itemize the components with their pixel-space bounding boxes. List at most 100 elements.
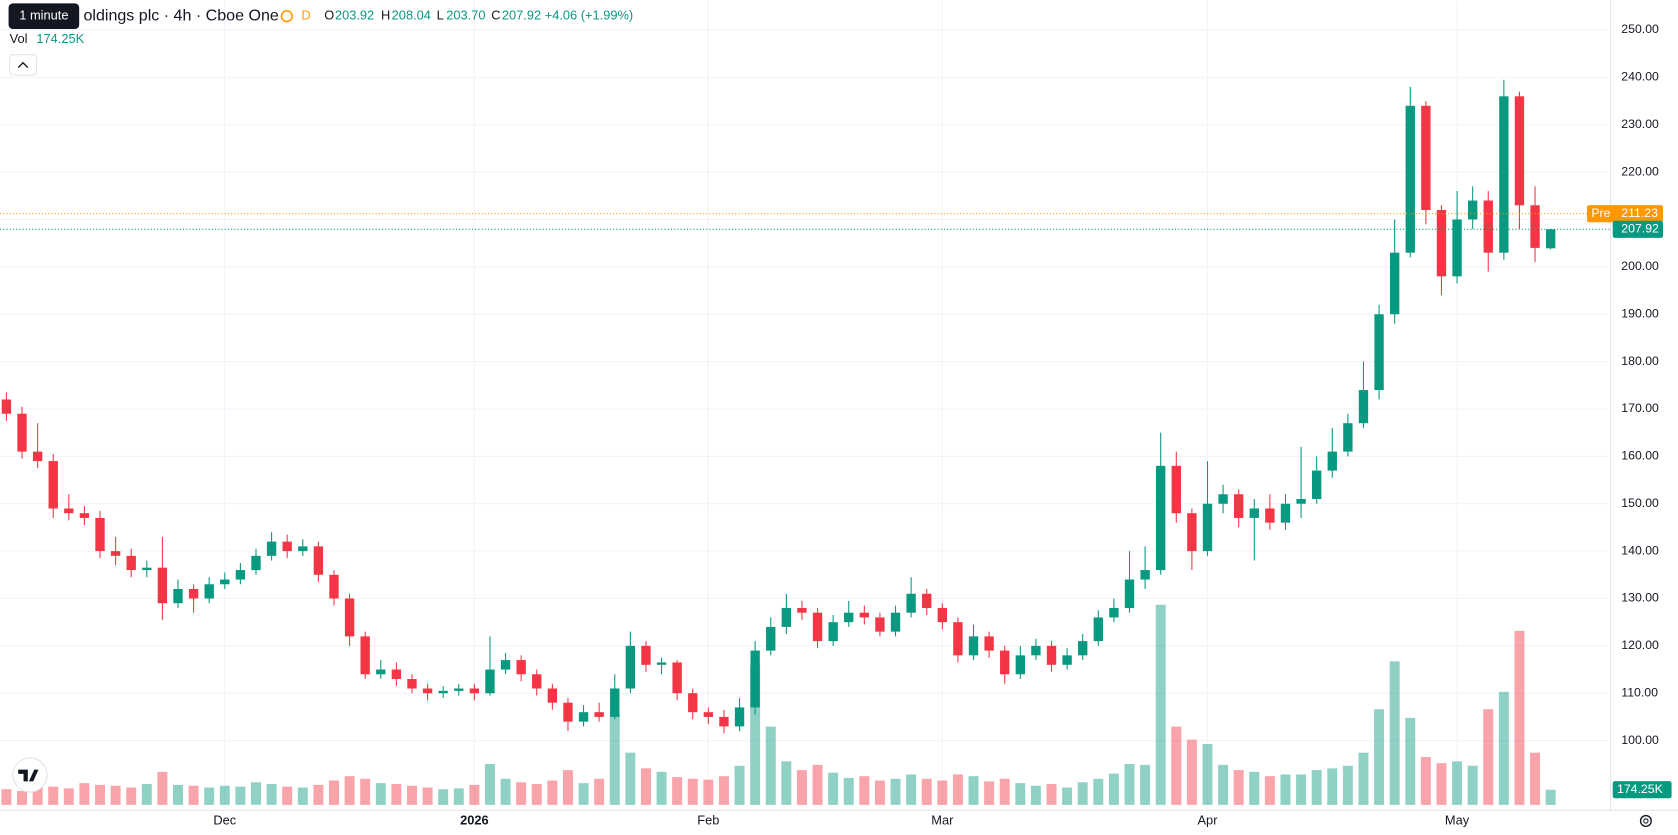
volume-bar bbox=[765, 726, 776, 805]
volume-bar bbox=[718, 776, 729, 805]
volume-bar bbox=[500, 778, 511, 805]
volume-bar bbox=[640, 768, 651, 805]
candle-body bbox=[1311, 470, 1322, 499]
interval-badge[interactable]: D bbox=[301, 8, 310, 23]
volume-bar bbox=[906, 774, 917, 805]
volume-bar bbox=[547, 780, 558, 805]
y-tick-label: 190.00 bbox=[1621, 306, 1659, 320]
volume-bar bbox=[1202, 743, 1213, 805]
candle-body bbox=[1389, 252, 1400, 315]
candle-body bbox=[968, 636, 979, 656]
candle-body bbox=[875, 617, 885, 632]
candle-body bbox=[610, 688, 620, 717]
volume-bar bbox=[1483, 709, 1494, 805]
volume-bar bbox=[344, 776, 355, 805]
x-tick-label: May bbox=[1445, 812, 1470, 827]
candle-body bbox=[1467, 200, 1478, 220]
candle-body bbox=[750, 650, 760, 708]
volume-bar bbox=[1452, 761, 1463, 805]
candle-body bbox=[298, 546, 308, 552]
change: +4.06 (+1.99%) bbox=[545, 8, 633, 23]
settings-icon[interactable] bbox=[1639, 814, 1652, 827]
pre-market-tag bbox=[1587, 205, 1664, 223]
candle-body bbox=[906, 593, 916, 613]
volume-bar bbox=[937, 780, 948, 805]
volume-tag bbox=[1612, 781, 1672, 799]
candle-body bbox=[766, 626, 776, 651]
volume-bar bbox=[1233, 770, 1244, 805]
candle-body bbox=[95, 517, 105, 552]
volume-bar bbox=[1405, 717, 1416, 805]
volume-bar bbox=[672, 777, 683, 805]
collapse-icon bbox=[17, 61, 29, 69]
volume-bar bbox=[1327, 768, 1338, 805]
candle-body bbox=[1202, 503, 1213, 552]
candle-body bbox=[391, 669, 402, 680]
candle-body bbox=[344, 598, 355, 637]
candle-body bbox=[64, 508, 74, 514]
volume-bar bbox=[1218, 764, 1229, 805]
volume-bar bbox=[874, 780, 885, 805]
candle-body bbox=[625, 645, 636, 689]
candle-body bbox=[157, 567, 168, 604]
volume-bar bbox=[1062, 787, 1073, 805]
candle-body bbox=[235, 570, 246, 580]
candle-body bbox=[1421, 105, 1431, 211]
volume-bar bbox=[157, 771, 168, 805]
candle-body bbox=[32, 451, 43, 462]
candle-body bbox=[656, 662, 667, 665]
candle-body bbox=[48, 461, 58, 509]
ohlc-value: 207.92 bbox=[502, 8, 541, 23]
volume-bar bbox=[110, 785, 121, 805]
volume-bar bbox=[79, 783, 90, 805]
candle-body bbox=[142, 567, 152, 571]
candle-body bbox=[1000, 650, 1010, 675]
ohlc-value: 208.04 bbox=[392, 8, 431, 23]
candle-body bbox=[220, 579, 230, 585]
grid bbox=[0, 0, 1678, 811]
candle-body bbox=[688, 693, 698, 713]
y-tick-label: 180.00 bbox=[1621, 354, 1659, 368]
ohlc-label: H bbox=[381, 8, 390, 23]
collapse-button[interactable] bbox=[9, 54, 37, 76]
volume-bar bbox=[1093, 778, 1104, 805]
volume-bar bbox=[141, 784, 152, 805]
candle-body bbox=[1358, 390, 1369, 424]
volume-bar bbox=[1015, 783, 1026, 805]
candle-body bbox=[188, 589, 199, 599]
volume-bar bbox=[531, 784, 542, 805]
volume-bar bbox=[328, 780, 339, 805]
volume-bar bbox=[1155, 604, 1166, 805]
candle-body bbox=[1499, 96, 1509, 253]
volume-legend-label: Vol bbox=[10, 31, 28, 46]
volume-bar bbox=[17, 790, 28, 805]
candle-body bbox=[1171, 465, 1181, 514]
volume-bar bbox=[1514, 630, 1525, 805]
candle-body bbox=[578, 712, 589, 722]
volume-bar bbox=[828, 772, 839, 805]
candle-body bbox=[1156, 465, 1166, 571]
candle-body bbox=[1249, 508, 1259, 518]
volume-bar bbox=[219, 785, 230, 805]
volume-bar bbox=[890, 778, 901, 805]
volume-bar bbox=[453, 788, 464, 805]
volume-bar bbox=[1374, 709, 1385, 805]
settings-icon-core bbox=[1643, 818, 1649, 824]
volume-bar bbox=[1, 789, 12, 805]
volume-bar bbox=[1264, 776, 1275, 805]
candle-body bbox=[1374, 314, 1384, 391]
candle-body bbox=[1452, 219, 1462, 277]
candle-body bbox=[1187, 513, 1197, 552]
logo-badge[interactable] bbox=[12, 757, 48, 793]
candle-body bbox=[532, 674, 542, 689]
volume-bar bbox=[984, 781, 995, 805]
candle-body bbox=[953, 622, 963, 656]
volume-bar bbox=[781, 761, 792, 805]
y-tick-label: 150.00 bbox=[1621, 496, 1659, 510]
volume-bar bbox=[1498, 691, 1509, 805]
ohlc-label: O bbox=[324, 8, 334, 23]
candle-body bbox=[1483, 200, 1493, 253]
candle-body bbox=[438, 690, 448, 694]
x-tick-label: 2026 bbox=[460, 812, 489, 827]
